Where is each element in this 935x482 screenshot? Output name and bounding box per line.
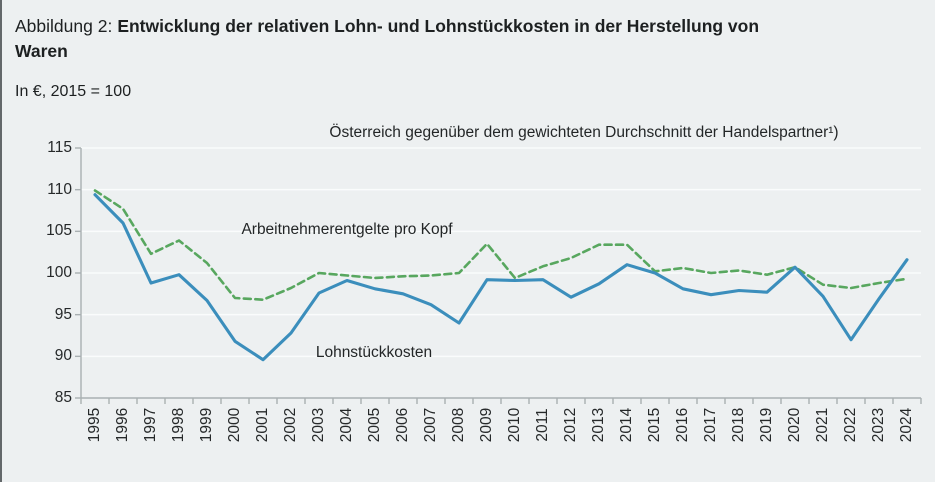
x-axis-label: 2000 bbox=[226, 407, 243, 443]
x-axis-label: 2019 bbox=[758, 407, 775, 443]
series-line-arbeitnehmerentgelte bbox=[93, 189, 909, 302]
x-axis-label: 2023 bbox=[870, 407, 887, 443]
y-axis-label: 90 bbox=[54, 347, 72, 365]
x-axis-label: 1997 bbox=[142, 407, 159, 443]
x-axis-label: 1999 bbox=[198, 407, 215, 443]
chart-inner-title: Österreich gegenüber dem gewichteten Dur… bbox=[329, 124, 839, 141]
figure-title: Abbildung 2: Entwicklung der relativen Lo… bbox=[15, 14, 815, 64]
x-axis-label: 2006 bbox=[394, 407, 411, 443]
x-axis-label: 1995 bbox=[86, 407, 103, 443]
x-axis-label: 2001 bbox=[254, 407, 271, 443]
x-axis-label: 2018 bbox=[730, 407, 747, 443]
x-axis-label: 2010 bbox=[506, 407, 523, 443]
y-axis-label: 110 bbox=[47, 180, 72, 198]
x-axis-label: 2021 bbox=[814, 407, 831, 443]
y-axis-label: 85 bbox=[54, 389, 72, 406]
x-axis-label: 2003 bbox=[310, 407, 327, 443]
x-axis-label: 2013 bbox=[590, 407, 607, 443]
x-axis-label: 2002 bbox=[282, 407, 299, 443]
x-axis-label: 2022 bbox=[842, 407, 859, 443]
figure-subtitle: In €, 2015 = 100 bbox=[15, 83, 132, 100]
series-label-lohnstueckkosten: Lohnstückkosten bbox=[315, 344, 433, 361]
series-line-lohnstueckkosten bbox=[93, 193, 909, 362]
x-axis-label: 1998 bbox=[170, 407, 187, 443]
x-axis-label: 2004 bbox=[338, 407, 355, 443]
x-axis-label: 2014 bbox=[618, 407, 635, 443]
figure-label: Abbildung 2: bbox=[15, 16, 113, 36]
x-axis-label: 2016 bbox=[674, 407, 691, 443]
x-axis-label: 2009 bbox=[478, 407, 495, 443]
y-axis-label: 105 bbox=[46, 222, 72, 240]
y-axis-label: 100 bbox=[46, 264, 72, 281]
x-axis-label: 2017 bbox=[702, 407, 719, 443]
x-axis-label: 2020 bbox=[786, 407, 803, 443]
x-axis-label: 2015 bbox=[646, 407, 663, 443]
series-label-arbeitnehmerentgelte: Arbeitnehmerentgelte pro Kopf bbox=[241, 221, 453, 238]
x-axis-label: 1996 bbox=[114, 407, 131, 443]
x-axis-label: 2012 bbox=[562, 407, 579, 443]
figure-title-bold: Entwicklung der relativen Lohn- und Lohn… bbox=[15, 16, 760, 61]
x-axis-label: 2024 bbox=[898, 407, 915, 443]
y-axis-label: 115 bbox=[47, 139, 72, 156]
x-axis-label: 2005 bbox=[366, 407, 383, 443]
x-axis-label: 2008 bbox=[450, 407, 467, 443]
x-axis-label: 2011 bbox=[534, 408, 551, 442]
x-axis-label: 2007 bbox=[422, 407, 439, 443]
y-axis-label: 95 bbox=[54, 305, 72, 323]
